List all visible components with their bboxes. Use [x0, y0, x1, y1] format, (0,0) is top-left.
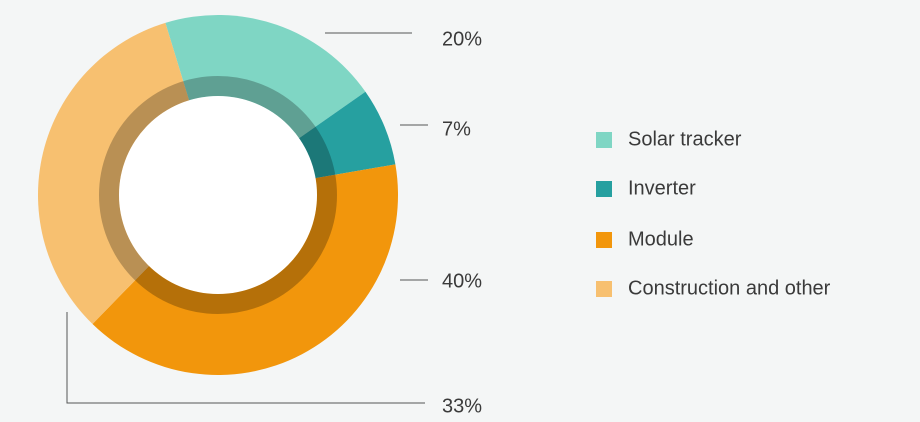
legend-swatch — [596, 181, 612, 197]
legend-label: Solar tracker — [628, 128, 742, 150]
legend-swatch — [596, 232, 612, 248]
leader-line — [66, 312, 425, 404]
legend-swatch — [596, 132, 612, 148]
value-label: 33% — [442, 395, 482, 417]
value-label: 40% — [442, 270, 482, 292]
legend-label: Construction and other — [628, 277, 831, 299]
legend-label: Module — [628, 228, 694, 250]
donut-hole — [119, 96, 317, 294]
value-label: 7% — [442, 118, 471, 140]
inner-band — [99, 76, 337, 314]
legend-label: Inverter — [628, 177, 696, 199]
legend-swatch — [596, 281, 612, 297]
value-label: 20% — [442, 28, 482, 50]
